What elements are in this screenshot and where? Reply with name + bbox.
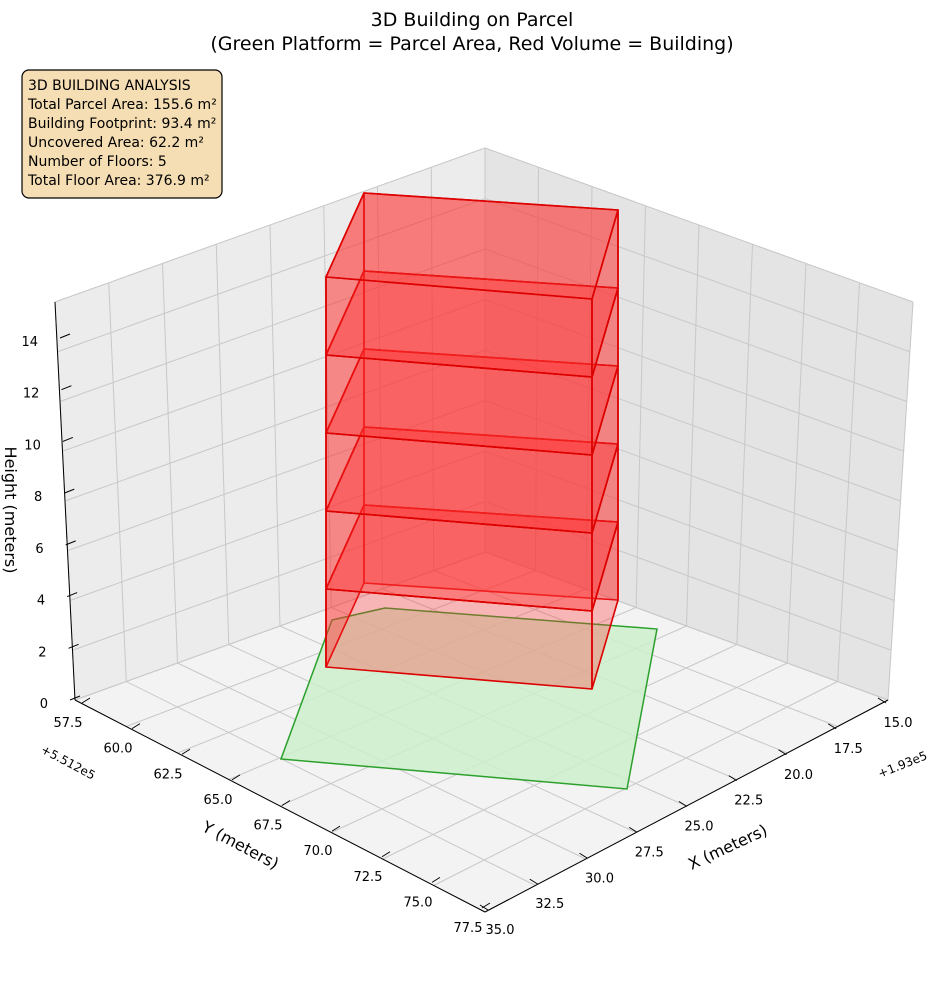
x-ticks: 15.0 17.5 20.0 22.5 25.0 27.5 30.0 32.5 35.0 xyxy=(479,697,913,938)
y-tick-label: 70.0 xyxy=(304,844,333,859)
z-tick-mark xyxy=(62,436,74,442)
x-tick-mark xyxy=(628,826,638,833)
x-tick-mark xyxy=(778,749,787,756)
z-axis-line xyxy=(54,301,76,701)
y-tick-label: 60.0 xyxy=(104,742,133,757)
z-tick-label: 8 xyxy=(34,490,42,505)
info-line-floor-area: Total Floor Area: 376.9 m² xyxy=(27,173,210,189)
building-floor-5 xyxy=(325,192,619,378)
x-tick-mark xyxy=(479,904,489,911)
grid-line-right-wall xyxy=(686,224,700,627)
z-tick-mark xyxy=(69,695,81,701)
grid-line-left-wall xyxy=(269,224,281,627)
z-tick-mark xyxy=(61,385,72,391)
x-tick-mark xyxy=(827,723,837,730)
info-line-floors: Number of Floors: 5 xyxy=(28,154,167,170)
info-line-uncovered: Uncovered Area: 62.2 m² xyxy=(28,135,204,151)
y-axis-line xyxy=(74,699,486,913)
x-tick-label: 22.5 xyxy=(734,794,763,809)
y-tick-mark xyxy=(381,851,391,858)
x-tick-label: 35.0 xyxy=(486,923,515,938)
z-tick-mark xyxy=(65,540,76,546)
building-floor-4 xyxy=(325,270,619,456)
y-tick-mark xyxy=(81,697,91,704)
grid-line-left-wall xyxy=(430,167,435,571)
x-tick-mark xyxy=(678,801,688,807)
y-tick-label: 57.5 xyxy=(54,716,83,731)
y-tick-label: 62.5 xyxy=(154,767,183,782)
y-tick-mark xyxy=(181,748,191,755)
z-tick-label: 4 xyxy=(37,594,45,609)
parcel-platform xyxy=(279,607,658,790)
x-tick-label: 27.5 xyxy=(635,845,664,860)
building-volume xyxy=(325,192,619,690)
grid-line-right-wall xyxy=(786,263,807,664)
x-tick-mark xyxy=(728,775,738,782)
info-line-parcel-area: Total Parcel Area: 155.6 m² xyxy=(27,97,217,113)
grid-line-right-wall xyxy=(736,244,753,645)
z-tick-label: 10 xyxy=(24,438,41,453)
y-tick-label: 65.0 xyxy=(204,793,233,808)
y-tick-mark xyxy=(331,825,341,832)
x-tick-mark xyxy=(579,852,588,859)
y-tick-mark xyxy=(431,876,441,883)
chart-subtitle: (Green Platform = Parcel Area, Red Volum… xyxy=(210,33,733,55)
grid-line-left-wall xyxy=(323,205,332,608)
info-box-heading: 3D BUILDING ANALYSIS xyxy=(28,78,191,94)
y-tick-label: 72.5 xyxy=(354,870,383,885)
z-ticks: 0 2 4 6 8 10 12 14 xyxy=(21,333,81,712)
grid-line-floor xyxy=(433,681,838,886)
info-box: 3D BUILDING ANALYSIS Total Parcel Area: … xyxy=(21,69,223,199)
z-tick-label: 0 xyxy=(40,697,48,712)
z-tick-mark xyxy=(66,592,78,598)
grid-line-floor xyxy=(484,551,889,701)
z-tick-mark xyxy=(59,333,71,339)
y-tick-label: 77.5 xyxy=(454,921,483,936)
info-line-footprint: Building Footprint: 93.4 m² xyxy=(28,116,216,132)
x-tick-label: 15.0 xyxy=(884,716,913,731)
x-tick-label: 17.5 xyxy=(834,742,863,757)
z-tick-label: 12 xyxy=(23,387,40,402)
z-tick-mark xyxy=(64,488,75,494)
z-tick-mark xyxy=(68,643,79,649)
y-offset-label: +5.512e5 xyxy=(39,742,98,782)
x-offset-label: +1.93e5 xyxy=(876,748,929,780)
y-tick-mark xyxy=(131,723,141,730)
x-tick-label: 30.0 xyxy=(585,871,614,886)
x-tick-label: 20.0 xyxy=(784,768,813,783)
grid-line-left-wall xyxy=(377,186,383,590)
z-tick-label: 14 xyxy=(21,335,38,350)
grid-line-right-wall xyxy=(837,282,860,682)
z-tick-label: 6 xyxy=(35,542,43,557)
y-tick-mark xyxy=(231,774,241,781)
info-box-background xyxy=(21,69,223,199)
y-tick-label: 75.0 xyxy=(404,895,433,910)
x-tick-label: 25.0 xyxy=(685,820,714,835)
z-tick-label: 2 xyxy=(38,645,46,660)
y-tick-label: 67.5 xyxy=(254,819,283,834)
x-tick-mark xyxy=(529,878,539,885)
grid-line-right-wall xyxy=(887,301,914,701)
y-ticks: 57.5 60.0 62.5 65.0 67.5 70.0 72.5 75.0 77.5 xyxy=(54,697,491,936)
x-tick-label: 32.5 xyxy=(535,897,564,912)
y-tick-mark xyxy=(281,800,291,806)
y-tick-mark xyxy=(481,902,491,909)
z-axis-title: Height (meters) xyxy=(1,447,20,574)
x-tick-mark xyxy=(877,697,887,704)
building-floor-3 xyxy=(325,348,619,534)
floor-face xyxy=(325,192,619,300)
chart-title: 3D Building on Parcel xyxy=(371,9,574,31)
